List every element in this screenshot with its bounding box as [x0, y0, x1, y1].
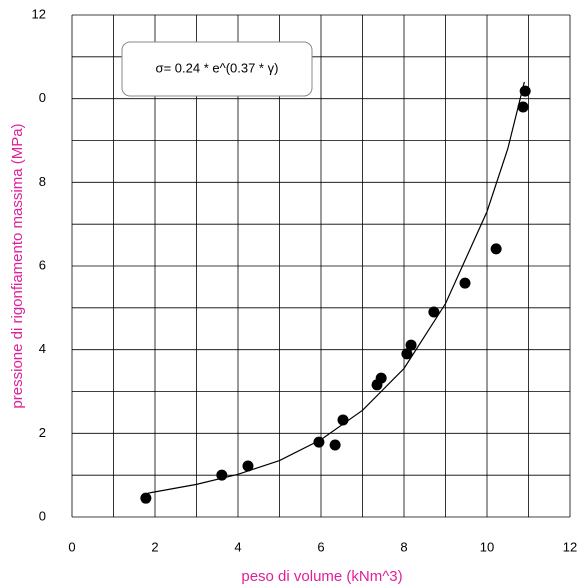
y-tick-label: 6: [39, 257, 46, 272]
y-tick-label: 0: [39, 508, 46, 523]
x-axis-title: peso di volume (kNm^3): [241, 568, 402, 585]
data-point: [405, 339, 417, 351]
y-tick-label: 4: [39, 341, 46, 356]
y-tick-label: 0: [39, 90, 46, 105]
data-point: [459, 277, 471, 289]
data-point: [140, 492, 152, 504]
annotation: σ= 0.24 * e^(0.37 * γ): [156, 60, 279, 75]
y-axis-title: pressione di rigonfiamento massima (MPa): [9, 123, 26, 408]
annotation-box: [121, 41, 313, 97]
fit-curve: [147, 81, 525, 494]
data-point: [329, 439, 341, 451]
data-point: [375, 372, 387, 384]
data-point: [517, 101, 529, 113]
data-point: [242, 460, 254, 472]
x-tick-label: 4: [234, 539, 241, 554]
x-tick-label: 6: [317, 539, 324, 554]
y-tick-label: 8: [39, 174, 46, 189]
x-tick-label: 0: [68, 539, 75, 554]
data-point: [401, 348, 413, 360]
y-tick-label: 12: [32, 6, 46, 21]
x-tick-label: 10: [480, 539, 494, 554]
x-tick-label: 2: [151, 539, 158, 554]
x-tick-label: 12: [563, 539, 577, 554]
data-point: [428, 306, 440, 318]
data-point: [490, 243, 502, 255]
x-tick-label: 8: [400, 539, 407, 554]
y-tick-label: 2: [39, 425, 46, 440]
